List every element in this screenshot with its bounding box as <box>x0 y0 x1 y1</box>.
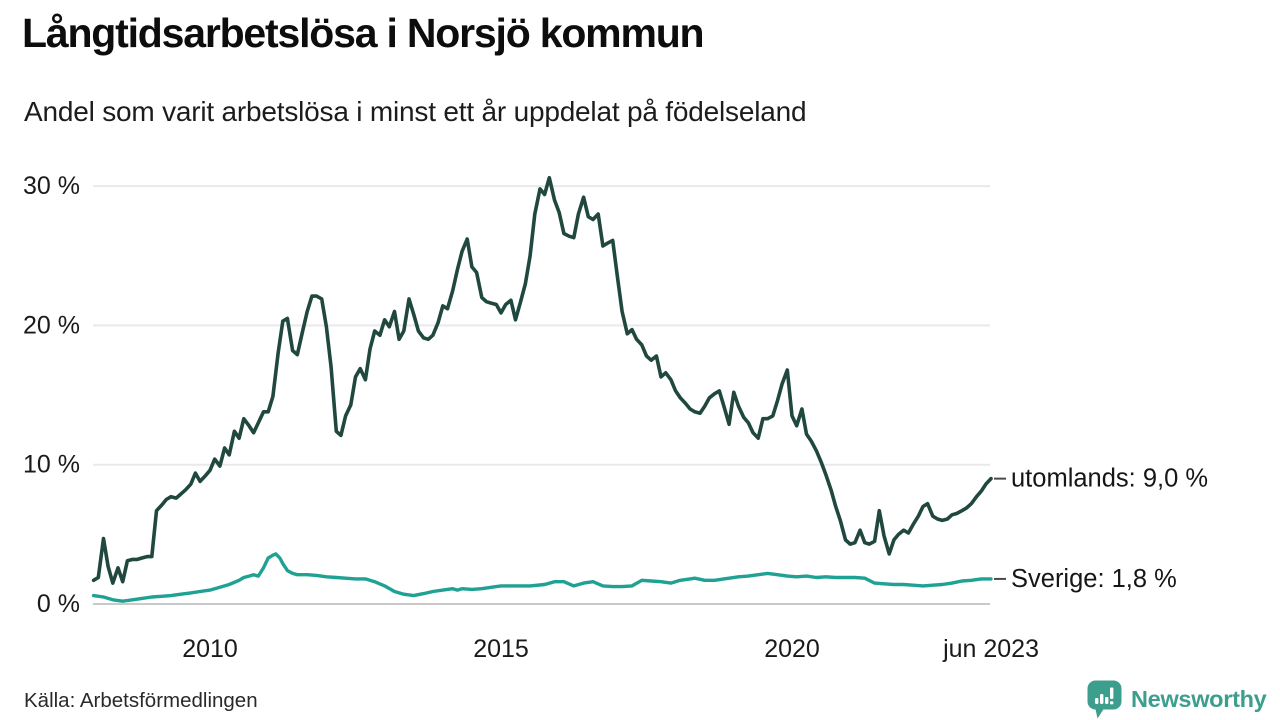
utomlands-end-label: utomlands: 9,0 % <box>1011 465 1208 493</box>
x-axis-tick-label: 2015 <box>473 635 529 663</box>
x-axis-tick-label: 2010 <box>182 635 238 663</box>
x-axis-tick-label: 2020 <box>764 635 820 663</box>
y-axis-tick-label: 30 % <box>23 172 80 200</box>
sverige-line <box>91 552 993 603</box>
x-axis-tick-label: jun 2023 <box>942 635 1039 663</box>
newsworthy-logo: Newsworthy <box>1086 679 1267 719</box>
y-axis-tick-label: 10 % <box>23 451 80 479</box>
source-note: Källa: Arbetsförmedlingen <box>24 689 258 712</box>
chart-title: Långtidsarbetslösa i Norsjö kommun <box>22 10 705 56</box>
sverige-end-label: Sverige: 1,8 % <box>1011 565 1177 593</box>
bar-chart-speech-bubble-icon <box>1086 679 1123 719</box>
y-axis-tick-label: 20 % <box>23 311 80 339</box>
y-axis-tick-label: 0 % <box>37 590 80 618</box>
brand-name: Newsworthy <box>1131 685 1267 712</box>
utomlands-line <box>91 175 993 585</box>
chart-subtitle: Andel som varit arbetslösa i minst ett å… <box>24 96 807 127</box>
